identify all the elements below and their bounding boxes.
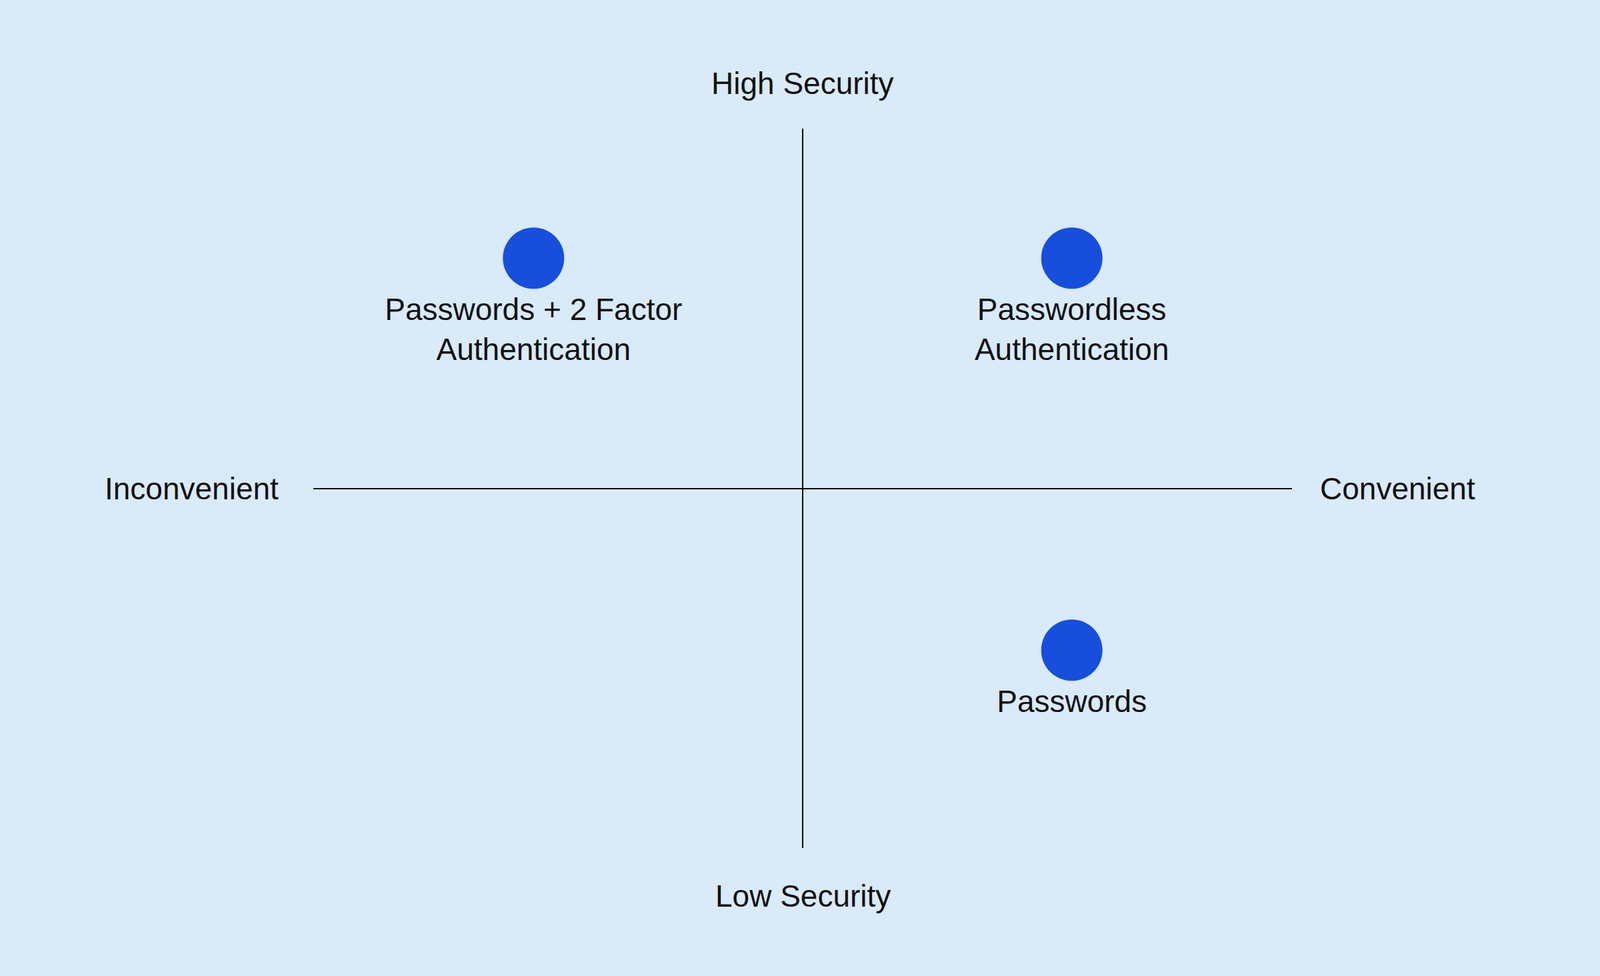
svg-text:High Security: High Security [711,66,894,101]
svg-text:Inconvenient: Inconvenient [104,471,279,506]
svg-text:PasswordlessAuthentication: PasswordlessAuthentication [974,292,1170,367]
svg-text:Passwords + 2 FactorAuthentica: Passwords + 2 FactorAuthentication [384,292,682,367]
svg-text:Low Security: Low Security [715,878,891,914]
svg-text:Convenient: Convenient [1320,471,1476,506]
svg-text:Passwords: Passwords [996,684,1147,719]
